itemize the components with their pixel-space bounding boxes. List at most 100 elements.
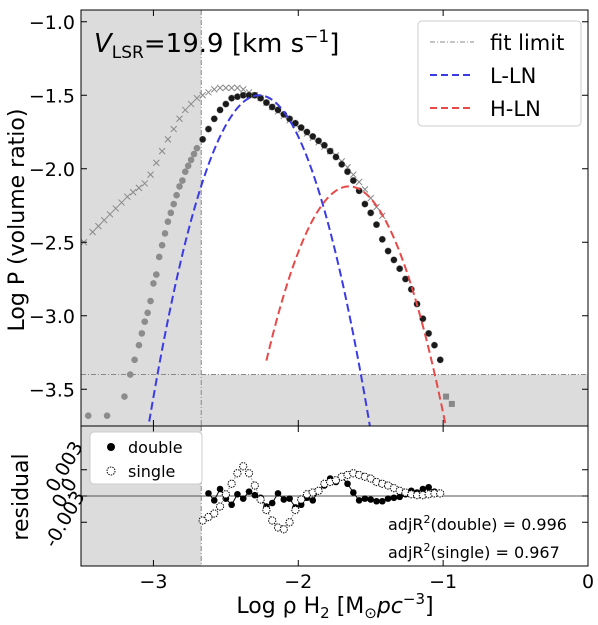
data-point-outline [332,153,340,161]
top-panel: −1.0 −1.5 −2.0 −2.5 −3.0 −3.5 Log P (volume r… [5,9,589,427]
data-point [167,209,175,217]
data-point [326,147,334,155]
cross-marker [349,171,357,178]
data-point [161,230,169,237]
data-point [315,137,322,145]
residual-point-double [268,499,276,507]
cross-marker [89,228,96,236]
residual-series [198,462,445,534]
data-point-outline [378,235,386,243]
residual-point-single [250,481,259,490]
cross-marker [118,199,125,206]
cross-marker [147,171,154,178]
residual-point-double [379,497,386,505]
data-point [205,125,212,133]
bottom-shade [81,374,588,426]
bottom-legend-box [89,431,203,485]
residual-point-single [198,516,207,525]
data-point [402,275,409,283]
residual-point-single [233,469,242,478]
data-point [367,209,375,217]
residual-point-double [205,490,212,497]
data-point [179,177,186,184]
data-point [245,91,253,99]
residual-point-double [274,490,282,497]
data-point [176,183,183,190]
fit-limit-lines [81,10,588,426]
data-point-outline [297,123,305,132]
data-point-outline [257,94,265,102]
residual-point-single [204,512,213,522]
cross-marker [95,222,102,230]
x-tick-label: −2 [284,571,312,593]
data-point [158,241,166,249]
cross-marker [222,84,230,92]
cross-marker [205,88,212,96]
top-y-axis-label: Log P (volume ratio) [5,109,30,332]
data-point [181,168,189,175]
data-point [268,103,276,111]
residual-point-single [285,518,294,527]
data-point-outline [419,315,427,323]
top-legend: fit limit L-LN H-LN [417,20,582,127]
data-point [338,161,346,168]
data-point-outline [430,341,439,349]
residual-point-single [291,505,300,515]
data-point [303,128,311,136]
data-point [147,297,154,305]
data-point-outline [216,106,224,114]
data-point [263,99,270,106]
data-point [187,156,195,164]
adj-r2-double: adjR2(double) = 0.996 [388,513,567,534]
data-point [164,218,172,225]
data-point-square [443,393,450,400]
data-point-square [448,400,455,407]
residual-point-double [396,493,403,501]
residual-point-double [216,485,224,493]
residual-point-single [256,495,265,504]
data-point-outline [320,141,328,149]
left-shade [81,10,202,426]
x-tick-label: −1 [429,571,457,593]
cross-marker [170,125,178,133]
legend-h-ln-label: H-LN [490,97,541,121]
data-point [309,133,317,140]
fit-curves [147,94,447,426]
data-point-outline [396,265,404,273]
cross-marker [234,84,241,92]
data-point-outline [384,247,392,255]
residual-point-single [314,486,323,495]
data-point [431,341,438,349]
data-point [228,94,235,102]
top-y-ticks: −1.0 −1.5 −2.0 −2.5 −3.0 −3.5 [29,12,588,401]
cross-marker [210,86,218,93]
residual-point-double [228,501,235,509]
top-x-ticks [152,10,589,426]
adj-r2-single: adjR2(single) = 0.967 [388,541,560,562]
legend-fit-limit-label: fit limit [490,31,564,55]
cross-marker [361,185,369,193]
cross-marker [152,159,160,167]
residual-point-double [367,496,375,503]
residual-point-single [297,495,306,504]
data-point [210,115,218,123]
y-tick-label: −3.5 [29,379,75,401]
data-point-outline [268,103,276,111]
legend-double-label: double [128,438,183,457]
cross-marker [199,91,207,99]
data-point-outline [338,160,346,168]
data-point [274,106,282,114]
data-point [379,236,386,243]
velocity-annotation: VLSR=19.9 [km s−1] [94,27,339,63]
cross-marker [135,184,143,192]
x-axis-label: Log ρ H2 [M⊙pc−3] [236,590,433,622]
y-tick-label: −3.0 [29,306,75,328]
data-point [138,330,146,337]
data-point-outline [436,356,444,364]
residual-point-single [366,474,375,483]
y-tick-label: −2.5 [29,232,75,254]
data-point-outline [199,135,207,143]
data-point-outline [407,285,415,293]
cross-marker [187,100,195,108]
